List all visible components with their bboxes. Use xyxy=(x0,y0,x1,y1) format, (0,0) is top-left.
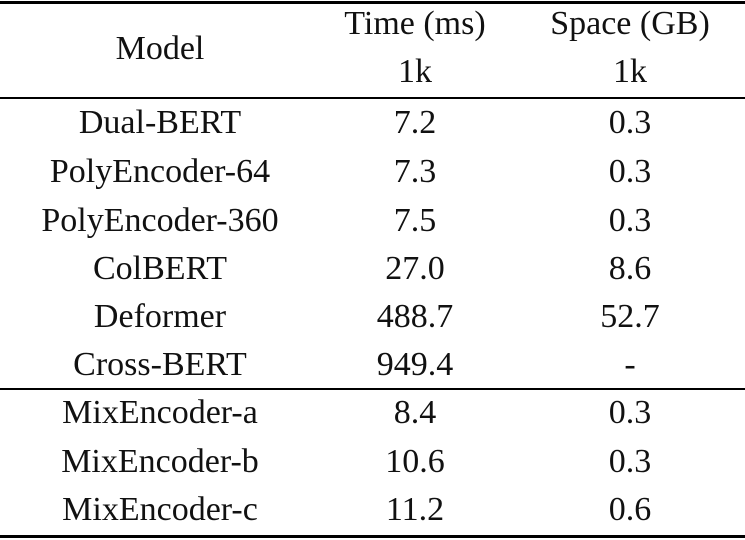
model-cell: MixEncoder-c xyxy=(62,491,258,528)
space-cell: 0.3 xyxy=(608,153,652,190)
model-cell: Cross-BERT xyxy=(73,346,247,383)
model-cell: MixEncoder-a xyxy=(62,394,258,431)
space-cell: 0.6 xyxy=(608,491,652,528)
time-cell: 7.5 xyxy=(393,202,437,239)
model-cell: ColBERT xyxy=(93,250,227,287)
header-time-sub: 1k xyxy=(398,53,432,90)
bottom-rule xyxy=(0,535,745,538)
header-space-sub: 1k xyxy=(613,53,647,90)
time-cell: 488.7 xyxy=(376,298,454,335)
header-model: Model xyxy=(115,30,205,67)
header-rule xyxy=(0,97,745,99)
space-cell: 0.3 xyxy=(608,394,652,431)
time-cell: 7.3 xyxy=(393,153,437,190)
header-time: Time (ms) xyxy=(344,5,486,42)
group-separator-rule xyxy=(0,388,745,390)
time-cell: 949.4 xyxy=(376,346,454,383)
space-cell: - xyxy=(624,346,636,383)
time-cell: 7.2 xyxy=(393,104,437,141)
time-cell: 27.0 xyxy=(385,250,445,287)
space-cell: 0.3 xyxy=(608,202,652,239)
time-cell: 8.4 xyxy=(393,394,437,431)
model-cell: Deformer xyxy=(93,298,227,335)
time-cell: 10.6 xyxy=(385,443,445,480)
space-cell: 0.3 xyxy=(608,443,652,480)
model-cell: PolyEncoder-64 xyxy=(49,153,271,190)
space-cell: 8.6 xyxy=(608,250,652,287)
top-rule xyxy=(0,1,745,4)
model-cell: Dual-BERT xyxy=(78,104,242,141)
model-cell: MixEncoder-b xyxy=(61,443,259,480)
space-cell: 52.7 xyxy=(600,298,660,335)
header-space: Space (GB) xyxy=(550,5,710,42)
time-cell: 11.2 xyxy=(385,491,445,528)
model-cell: PolyEncoder-360 xyxy=(41,202,279,239)
space-cell: 0.3 xyxy=(608,104,652,141)
